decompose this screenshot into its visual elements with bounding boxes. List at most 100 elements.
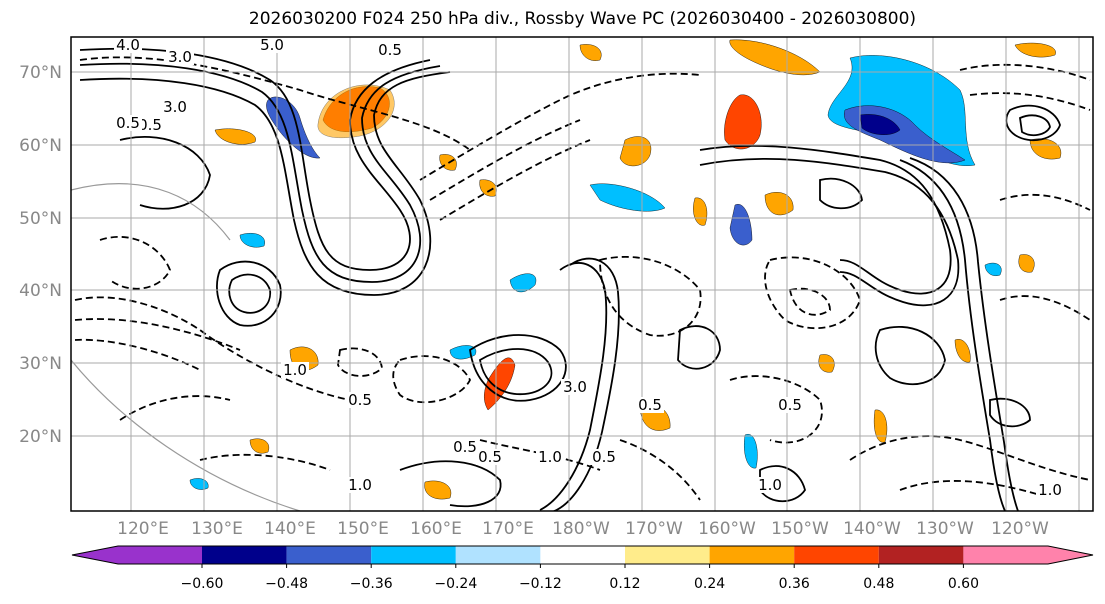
colorbar: −0.60 −0.48 −0.36 −0.24 −0.12 0.12 0.24 0.36 0.4… — [71, 545, 1094, 592]
shade-patch — [249, 438, 270, 454]
colorbar-segment — [540, 546, 625, 564]
contour-label-bg — [776, 397, 804, 413]
shade-patch — [214, 128, 256, 145]
shade-patch — [266, 96, 321, 159]
longitude-labels: 120°E 130°E 140°E 150°E 160°E 170°E 180°W 170°W… — [117, 519, 1049, 539]
colorbar-extend-low — [72, 546, 118, 564]
contour-labels: 4.03.05.0 0.53.00.50.51.0 1.01.00.50.5 1.0 0… — [114, 36, 1064, 499]
latitude-label: 70°N — [19, 63, 62, 83]
latitude-labels: 70°N 60°N 50°N 40°N 30°N 20°N — [19, 63, 62, 447]
latitude-label: 60°N — [19, 136, 62, 156]
contour-label: 0.5 — [378, 41, 402, 59]
shade-patch — [984, 262, 1002, 276]
shade-patch — [693, 197, 708, 226]
contour-label-bg — [258, 37, 286, 53]
colorbar-tick-label: −0.48 — [265, 576, 308, 592]
projection-boundary — [71, 359, 301, 511]
contour-label-bg — [114, 37, 142, 53]
contour-label: 1.0 — [283, 361, 307, 379]
contour-label-bg — [756, 477, 784, 493]
longitude-label: 140°E — [264, 519, 316, 539]
contour-label-bg — [161, 99, 189, 115]
shade-patch — [1014, 42, 1056, 58]
contour-label: 0.5 — [453, 438, 477, 456]
shade-patch — [579, 44, 602, 61]
shaded-divergence-layer — [189, 39, 1062, 500]
longitude-label: 180°W — [552, 519, 610, 539]
colorbar-outline — [71, 545, 1094, 565]
longitude-label: 120°E — [117, 519, 169, 539]
contour-label: 0.5 — [478, 448, 502, 466]
shade-patch — [873, 409, 888, 443]
shade-patch — [729, 39, 821, 76]
contour-label-bg — [166, 49, 194, 65]
contour-label: 1.0 — [538, 448, 562, 466]
longitude-label: 160°E — [410, 519, 462, 539]
longitude-label: 150°E — [337, 519, 389, 539]
shade-patch — [729, 204, 753, 246]
shade-patch — [424, 480, 452, 500]
shade-patch — [1029, 138, 1062, 160]
shade-patch — [589, 183, 666, 212]
contour-label-bg — [476, 449, 504, 465]
contour-label: 0.5 — [778, 396, 802, 414]
contour-label-bg — [561, 379, 589, 395]
contour-label: 1.0 — [1038, 481, 1062, 499]
graticule — [71, 37, 1093, 511]
colorbar-segment — [625, 546, 710, 564]
colorbar-tick-label: 0.36 — [779, 576, 810, 592]
contour-label: 3.0 — [163, 98, 187, 116]
shade-patch — [509, 273, 537, 293]
shade-patch — [449, 345, 477, 360]
contour-label-bg — [376, 42, 404, 58]
contour-label: 5.0 — [260, 36, 284, 54]
shade-patch — [744, 434, 758, 469]
colorbar-tick-label: 0.48 — [863, 576, 894, 592]
contour-label-bg — [136, 117, 164, 133]
longitude-label: 150°W — [771, 519, 829, 539]
colorbar-tick-label: −0.60 — [181, 576, 224, 592]
shade-patch — [954, 339, 971, 363]
colorbar-segment — [455, 546, 541, 564]
colorbar-segment — [202, 546, 287, 564]
shade-patch — [1018, 254, 1035, 273]
contour-label: 0.5 — [348, 391, 372, 409]
colorbar-segment — [709, 546, 795, 564]
contour-label: 3.0 — [563, 378, 587, 396]
colorbar-tick-label: 0.60 — [948, 576, 979, 592]
colorbar-tick-label: −0.24 — [434, 576, 477, 592]
shade-patch — [724, 94, 762, 150]
contour-label-bg — [1036, 482, 1064, 498]
colorbar-segment — [794, 546, 879, 564]
contour-label-bg — [451, 439, 479, 455]
contour-label: 0.5 — [138, 116, 162, 134]
longitude-label: 130°E — [191, 519, 243, 539]
contour-label-bg — [346, 477, 374, 493]
contour-label-bg — [536, 449, 564, 465]
contour-label-bg — [590, 449, 618, 465]
longitude-label: 170°W — [625, 519, 683, 539]
map-plot-area — [71, 37, 1093, 511]
latitude-label: 40°N — [19, 281, 62, 301]
colorbar-tick-label: −0.12 — [519, 576, 562, 592]
contour-label-bg — [636, 397, 664, 413]
colorbar-extend-high — [1048, 546, 1093, 564]
latitude-label: 30°N — [19, 354, 62, 374]
longitude-label: 120°W — [991, 519, 1049, 539]
contour-label: 0.5 — [638, 396, 662, 414]
map-title: 2026030200 F024 250 hPa div., Rossby Wav… — [248, 9, 917, 29]
contour-label: 0.5 — [116, 114, 140, 132]
contour-label-bg — [114, 115, 142, 131]
contour-label: 1.0 — [348, 476, 372, 494]
longitude-label: 170°E — [482, 519, 534, 539]
contour-label-bg — [346, 392, 374, 408]
colorbar-tick-label: 0.12 — [609, 576, 640, 592]
longitude-label: 130°W — [916, 519, 974, 539]
shade-patch — [239, 233, 265, 248]
longitude-label: 160°W — [698, 519, 756, 539]
colorbar-segment — [963, 546, 1048, 564]
colorbar-segment — [286, 546, 372, 564]
colorbar-tick-label: 0.24 — [694, 576, 725, 592]
contour-label: 1.0 — [758, 476, 782, 494]
